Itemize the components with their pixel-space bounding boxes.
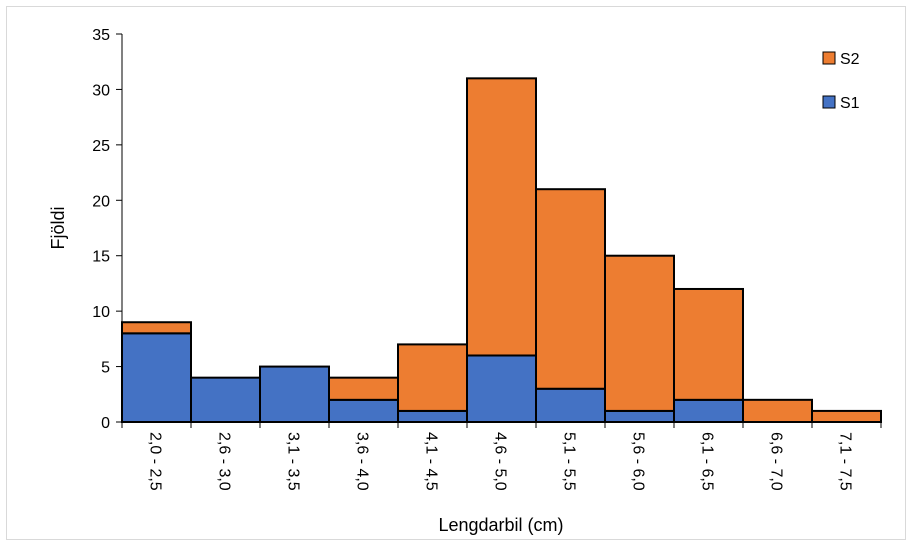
bar-s2-4 bbox=[397, 343, 468, 412]
bar-s1-5 bbox=[466, 354, 537, 423]
bar-s2-0 bbox=[121, 321, 192, 335]
x-axis-title: Lengdarbil (cm) bbox=[438, 515, 563, 535]
x-tick-label-7: 5,6 - 6,0 bbox=[630, 432, 647, 491]
x-tick-label-6: 5,1 - 5,5 bbox=[561, 432, 578, 491]
y-tick-label-7: 35 bbox=[92, 27, 110, 44]
bar-s2-10 bbox=[811, 409, 882, 423]
y-tick-labels: 0 5 10 15 20 25 30 35 bbox=[92, 27, 122, 432]
x-tick-label-10: 7,1 - 7,5 bbox=[837, 432, 854, 491]
bar-s2-7 bbox=[604, 254, 675, 412]
y-tick-label-2: 10 bbox=[92, 304, 110, 321]
bar-s1-8 bbox=[673, 398, 744, 424]
x-tick-label-8: 6,1 - 6,5 bbox=[699, 432, 716, 491]
bar-s1-6 bbox=[535, 387, 606, 423]
x-tick-label-0: 2,0 - 2,5 bbox=[147, 432, 164, 491]
bar-s2-5 bbox=[466, 77, 537, 357]
bar-s1-4 bbox=[397, 409, 468, 423]
bar-s2-3 bbox=[328, 376, 399, 401]
bar-s2-8 bbox=[673, 287, 744, 401]
legend-label-s2: S2 bbox=[840, 51, 860, 68]
x-tick-label-9: 6,6 - 7,0 bbox=[768, 432, 785, 491]
legend-swatch-s1 bbox=[822, 95, 836, 109]
x-tick-label-1: 2,6 - 3,0 bbox=[216, 432, 233, 491]
x-tick-label-4: 4,1 - 4,5 bbox=[423, 432, 440, 491]
bar-s2-6 bbox=[535, 188, 606, 390]
y-tick-label-6: 30 bbox=[92, 82, 110, 99]
bar-s2-9 bbox=[742, 398, 813, 424]
bar-s1-7 bbox=[604, 409, 675, 423]
legend: S2 S1 bbox=[822, 51, 860, 112]
y-tick-label-3: 15 bbox=[92, 249, 110, 266]
x-tick-label-2: 3,1 - 3,5 bbox=[285, 432, 302, 491]
y-tick-label-0: 0 bbox=[101, 415, 110, 432]
y-tick-label-4: 20 bbox=[92, 193, 110, 210]
bar-s1-2 bbox=[259, 365, 330, 424]
x-tick-label-3: 3,6 - 4,0 bbox=[354, 432, 371, 491]
y-tick-label-1: 5 bbox=[101, 360, 110, 377]
bar-s1-3 bbox=[328, 398, 399, 424]
axes-layer bbox=[121, 34, 881, 423]
y-tick-label-5: 25 bbox=[92, 138, 110, 155]
bar-s1-0 bbox=[121, 332, 192, 424]
chart-frame bbox=[6, 6, 906, 540]
bars-layer bbox=[121, 77, 882, 424]
x-tick-labels: 2,0 - 2,5 2,6 - 3,0 3,1 - 3,5 3,6 - 4,0 4,1 … bbox=[121, 422, 882, 491]
legend-swatch-s2 bbox=[822, 51, 836, 65]
y-axis-title: Fjöldi bbox=[48, 206, 68, 249]
legend-label-s1: S1 bbox=[840, 95, 860, 112]
x-tick-label-5: 4,6 - 5,0 bbox=[492, 432, 509, 491]
bar-s1-1 bbox=[190, 376, 261, 423]
